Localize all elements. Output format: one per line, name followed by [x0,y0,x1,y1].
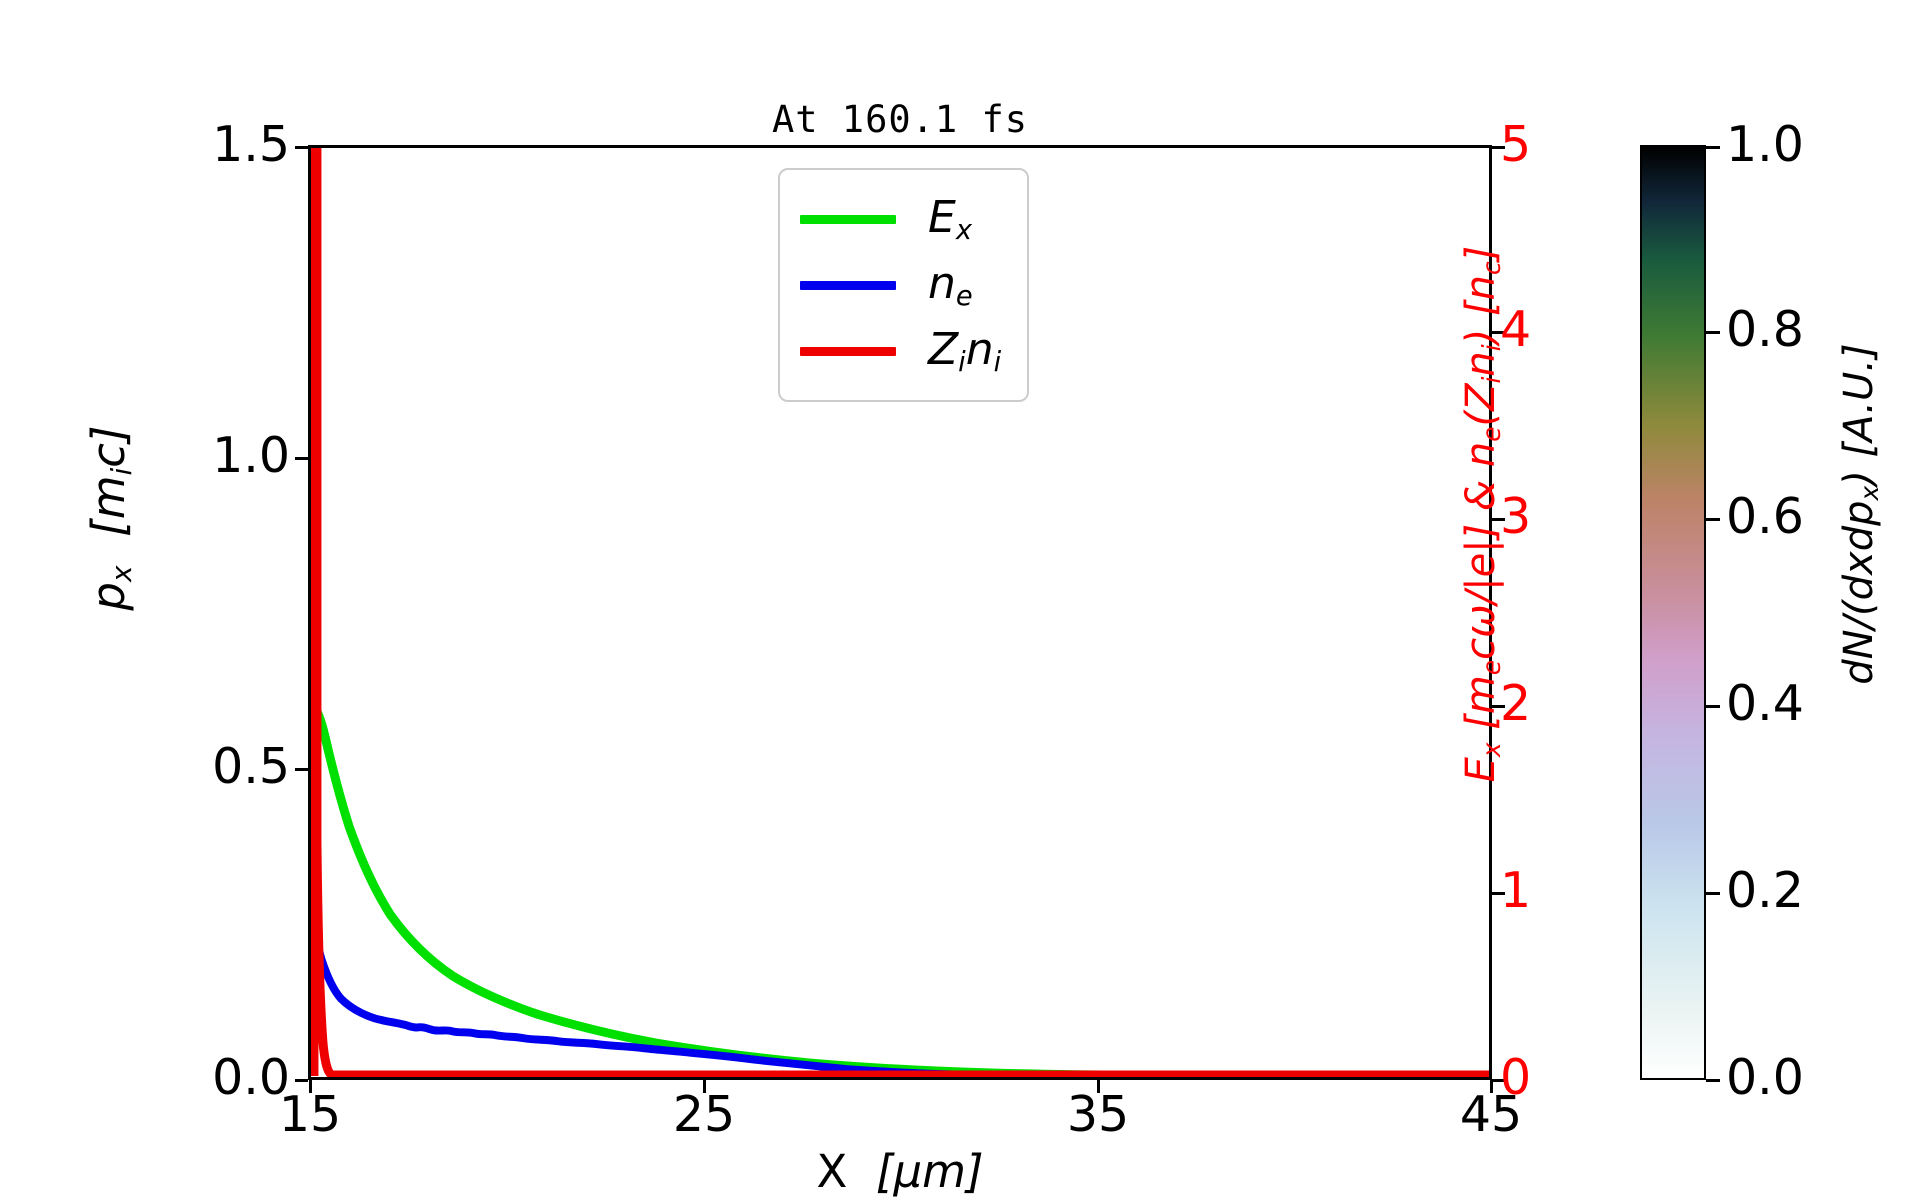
legend-item-Zini[interactable]: Zini [800,318,1001,384]
ytick-label-right-1: 1 [1500,862,1532,919]
legend-label-Ex: Ex [928,192,972,246]
legend-label-ne: ne [928,258,973,312]
ytick-label-right-2: 2 [1500,675,1532,732]
colorbar-label-1: 0.2 [1726,862,1804,919]
legend[interactable]: Ex ne Zini [778,168,1030,402]
xtick-mark-1 [703,1080,706,1093]
ytick-label-right-5: 5 [1500,116,1532,173]
ytick-label-right-0: 0 [1500,1049,1532,1106]
y-axis-label-left: px [mic] [82,425,138,611]
plot-area [311,148,1489,1077]
xtick-label-0: 15 [278,1086,342,1143]
ytick-mark-right-0 [1492,1079,1505,1082]
colorbar-axis-label: dN/(dxdpx) [A.U.] [1835,343,1885,685]
ytick-mark-right-2 [1492,705,1505,708]
ytick-mark-right-4 [1492,331,1505,334]
legend-item-ne[interactable]: ne [800,252,1001,318]
ytick-mark-right-1 [1492,892,1505,895]
legend-swatch-Ex [800,214,896,224]
colorbar-tick-0 [1706,1079,1720,1082]
legend-swatch-Zini [800,346,896,356]
colorbar-tick-2 [1706,705,1720,708]
ytick-mark-left-0 [295,1079,308,1082]
xtick-mark-0 [309,1080,312,1093]
legend-swatch-ne [800,280,896,290]
colorbar-tick-3 [1706,518,1720,521]
curve-Zini-tail [312,148,1489,1077]
colorbar[interactable] [1640,145,1706,1080]
ytick-label-left-0: 0.0 [212,1049,290,1106]
ytick-label-left-1: 0.5 [212,738,290,795]
curve-ne [311,923,1489,1077]
y-axis-label-right: Ex [mecω/|e|] & ne(Zini) [nc] [1457,245,1507,783]
colorbar-label-2: 0.4 [1726,675,1804,732]
legend-item-Ex[interactable]: Ex [800,186,1001,252]
ytick-label-right-3: 3 [1500,488,1532,545]
xtick-mark-3 [1490,1080,1493,1093]
ytick-label-left-3: 1.5 [212,116,290,173]
colorbar-tick-5 [1706,146,1720,149]
ytick-mark-left-2 [295,457,308,460]
colorbar-tick-4 [1706,331,1720,334]
colorbar-label-5: 1.0 [1726,116,1804,173]
colorbar-label-4: 0.8 [1726,301,1804,358]
ytick-mark-right-5 [1492,146,1505,149]
colorbar-tick-1 [1706,892,1720,895]
x-axis-label: X [μm] [816,1145,984,1198]
xtick-label-3: 45 [1459,1086,1523,1143]
ytick-label-left-2: 1.0 [212,427,290,484]
ytick-label-right-4: 4 [1500,301,1532,358]
data-curves [311,148,1489,1077]
xtick-label-2: 35 [1066,1086,1130,1143]
ytick-mark-left-1 [295,768,308,771]
xtick-label-1: 25 [672,1086,736,1143]
colorbar-label-0: 0.0 [1726,1049,1804,1106]
curve-Ex [311,697,1489,1077]
plot-title: At 160.1 fs [771,98,1029,141]
xtick-mark-2 [1097,1080,1100,1093]
legend-label-Zini: Zini [928,324,1002,378]
ytick-mark-left-3 [295,146,308,149]
colorbar-label-3: 0.6 [1726,488,1804,545]
ytick-mark-right-3 [1492,518,1505,521]
